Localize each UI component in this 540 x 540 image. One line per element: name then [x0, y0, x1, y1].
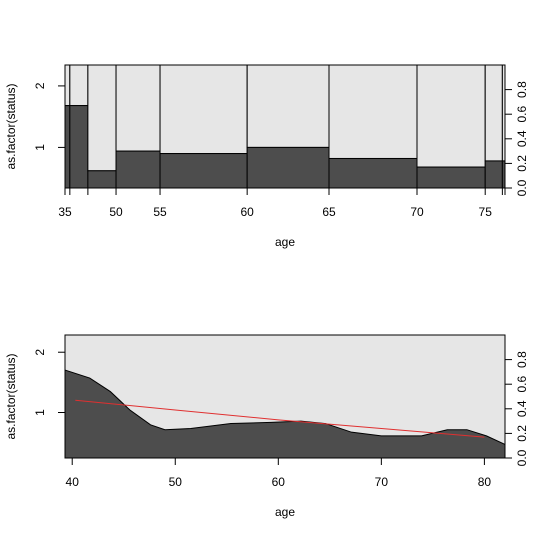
x-tick-label: 35: [58, 205, 72, 219]
bar: [416, 166, 486, 189]
bar-background: [64, 64, 71, 107]
x-tick-label: 50: [109, 205, 123, 219]
y2-tick-label: 0.6: [515, 106, 529, 123]
bar: [115, 150, 161, 189]
y2-tick-label: 0.4: [515, 130, 529, 147]
y2-tick-label: 0.2: [515, 155, 529, 172]
y-tick-label: 1: [33, 144, 47, 151]
y-tick-label: 2: [33, 349, 47, 356]
bar: [246, 146, 330, 189]
x-tick-label: 75: [479, 205, 493, 219]
x-tick-label: 60: [272, 475, 286, 489]
trend-line: [75, 399, 485, 438]
bar: [328, 157, 418, 189]
y2-tick-label: 0.0: [515, 449, 529, 466]
y2-tick-label: 0.6: [515, 376, 529, 393]
bar-background: [246, 64, 330, 148]
y-axis-title: as.factor(status): [4, 353, 18, 439]
y2-tick-label: 0.8: [515, 81, 529, 98]
bar-background: [69, 64, 89, 107]
density-area: [64, 369, 506, 459]
bar: [64, 105, 71, 189]
x-tick-label: 65: [322, 205, 336, 219]
y2-tick-label: 0.0: [515, 179, 529, 196]
x-axis-title: age: [275, 505, 295, 519]
x-tick-label: 60: [240, 205, 254, 219]
x-tick-label: 55: [153, 205, 167, 219]
bar-background: [484, 64, 503, 162]
bar: [159, 153, 248, 189]
x-tick-label: 40: [66, 475, 80, 489]
bar: [484, 160, 503, 189]
bar-background: [115, 64, 161, 152]
x-axis-title: age: [275, 235, 295, 249]
bar: [69, 105, 89, 189]
y-tick-label: 2: [33, 82, 47, 89]
y2-tick-label: 0.2: [515, 425, 529, 442]
bar: [87, 170, 117, 189]
y-axis-title: as.factor(status): [4, 83, 18, 169]
x-tick-label: 50: [169, 475, 183, 489]
bar-background: [87, 64, 117, 172]
x-tick-label: 70: [410, 205, 424, 219]
y-tick-label: 1: [33, 409, 47, 416]
bar-background: [328, 64, 418, 159]
y2-tick-label: 0.4: [515, 400, 529, 417]
y2-tick-label: 0.8: [515, 351, 529, 368]
x-tick-label: 80: [478, 475, 492, 489]
x-tick-label: 70: [375, 475, 389, 489]
bar-background: [159, 64, 248, 155]
bar-background: [416, 64, 486, 168]
